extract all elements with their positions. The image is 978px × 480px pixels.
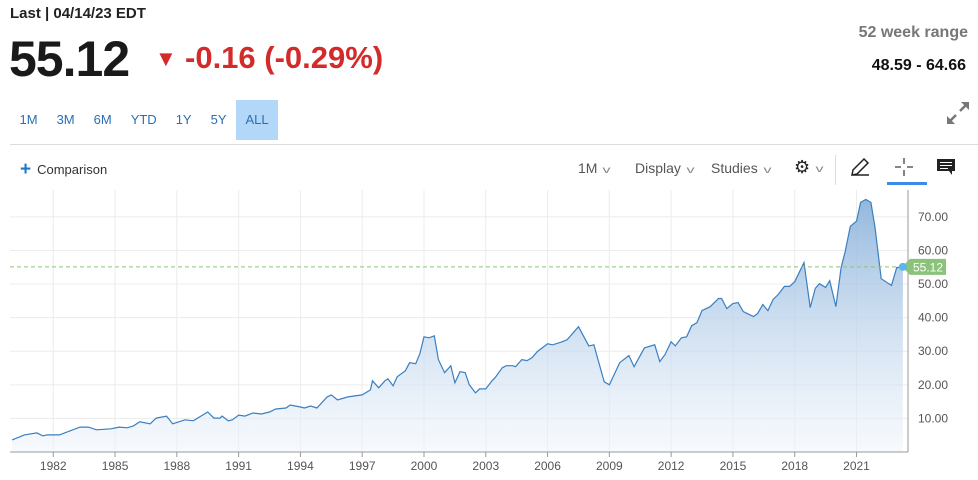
chevron-down-icon: v xyxy=(763,164,772,176)
last-price-tag xyxy=(902,258,946,275)
studies-dropdown[interactable]: Studies v xyxy=(711,160,772,176)
tab-1y[interactable]: 1Y xyxy=(175,112,192,127)
x-tick-label: 2018 xyxy=(781,459,808,473)
price-area-fill xyxy=(12,199,903,452)
x-tick-label: 1988 xyxy=(163,459,190,473)
week52-range-label: 52 week range xyxy=(858,24,968,41)
chevron-down-icon: v xyxy=(815,164,824,175)
y-tick-label: 40.00 xyxy=(918,311,948,325)
comparison-label: Comparison xyxy=(37,162,108,177)
down-arrow-icon: ▼ xyxy=(155,46,177,71)
display-dropdown[interactable]: Display v xyxy=(635,160,695,176)
price-line xyxy=(11,198,903,441)
gear-icon: ⚙ xyxy=(794,157,811,177)
pencil-icon[interactable] xyxy=(849,156,871,183)
x-tick-label: 2009 xyxy=(596,459,623,473)
y-tick-label: 20.00 xyxy=(918,378,948,392)
last-updated-label: Last | 04/14/23 EDT xyxy=(10,5,146,22)
x-tick-label: 1997 xyxy=(349,459,376,473)
tab-ytd[interactable]: YTD xyxy=(130,112,157,127)
toolbar-separator xyxy=(835,155,836,185)
display-label: Display xyxy=(635,160,681,176)
x-tick-label: 2021 xyxy=(843,459,870,473)
chevron-down-icon: v xyxy=(602,164,611,176)
y-tick-label: 50.00 xyxy=(918,277,948,291)
interval-label: 1M xyxy=(578,160,598,176)
tab-5y[interactable]: 5Y xyxy=(210,112,227,127)
crosshair-active-indicator xyxy=(887,182,927,185)
expand-icon[interactable] xyxy=(945,100,971,126)
y-tick-label: 60.00 xyxy=(918,243,948,257)
x-tick-label: 1985 xyxy=(102,459,129,473)
x-tick-label: 2012 xyxy=(658,459,685,473)
tab-6m[interactable]: 6M xyxy=(93,112,112,127)
last-price-dot xyxy=(898,262,907,271)
chevron-down-icon: v xyxy=(686,164,695,176)
tab-1m[interactable]: 1M xyxy=(19,112,38,127)
comment-icon[interactable] xyxy=(936,157,956,182)
x-tick-label: 2006 xyxy=(534,459,561,473)
crosshair-icon[interactable] xyxy=(893,156,915,183)
range-tabs: 1M 3M 6M YTD 1Y 5Y ALL xyxy=(10,100,279,140)
week52-range-value: 48.59 - 64.66 xyxy=(871,57,966,74)
price-chart[interactable]: 1982 1985 1988 1991 1994 1997 2000 2003 2006 2009… xyxy=(0,185,978,480)
comparison-button[interactable]: + Comparison xyxy=(20,158,108,180)
divider xyxy=(10,144,978,145)
price-change: -0.16 (-0.29%) xyxy=(185,40,384,75)
plus-icon: + xyxy=(20,158,32,180)
x-tick-label: 2000 xyxy=(411,459,438,473)
last-price: 55.12 xyxy=(9,31,130,87)
interval-dropdown[interactable]: 1M v xyxy=(578,160,611,176)
tab-3m[interactable]: 3M xyxy=(56,112,75,127)
x-tick-label: 1994 xyxy=(287,459,314,473)
x-tick-label: 1991 xyxy=(225,459,252,473)
studies-label: Studies xyxy=(711,160,758,176)
y-tick-label: 30.00 xyxy=(918,344,948,358)
settings-dropdown[interactable]: ⚙ v xyxy=(794,157,824,178)
x-tick-label: 2015 xyxy=(720,459,747,473)
y-tick-label: 70.00 xyxy=(918,210,948,224)
x-tick-label: 2003 xyxy=(472,459,499,473)
x-tick-label: 1982 xyxy=(40,459,67,473)
tab-all[interactable]: ALL xyxy=(236,100,279,140)
y-tick-label: 10.00 xyxy=(918,411,948,425)
last-price-label: 55.12 xyxy=(913,260,943,274)
